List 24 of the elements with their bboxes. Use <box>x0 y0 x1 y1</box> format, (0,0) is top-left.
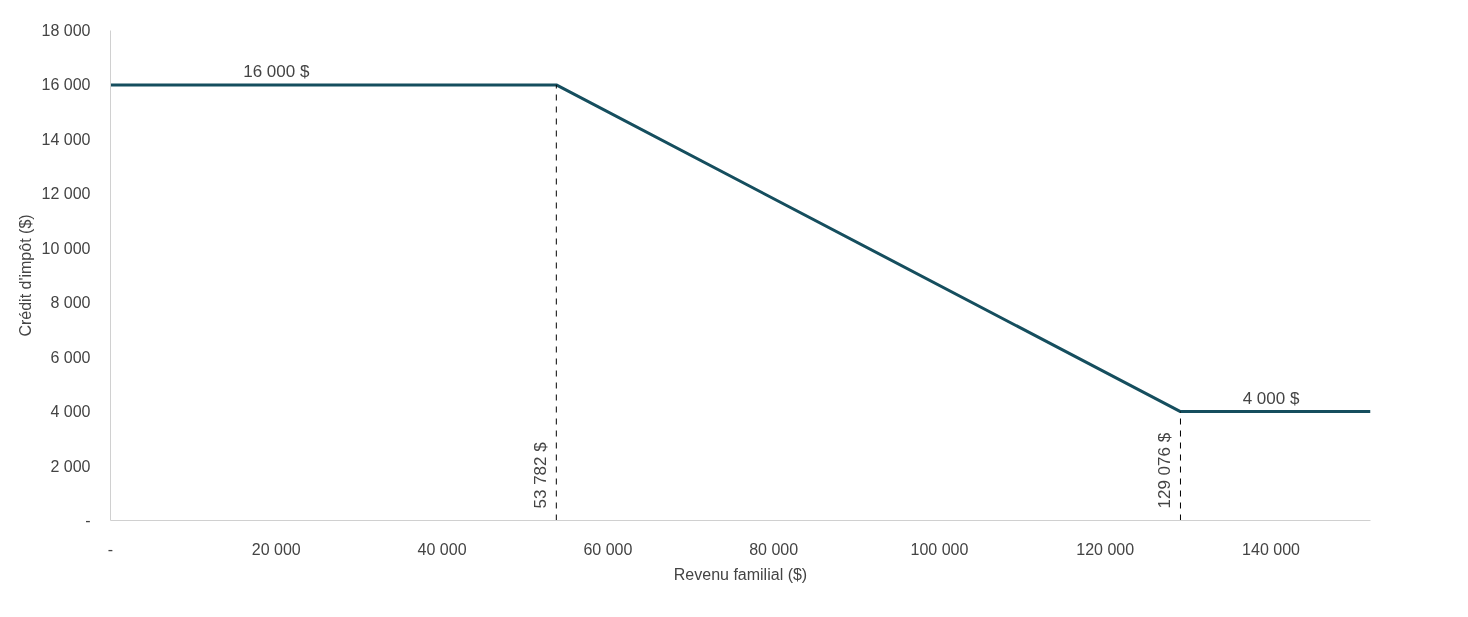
y-tick-label: 14 000 <box>41 130 91 148</box>
x-axis-title: Revenu familial ($) <box>673 565 808 583</box>
y-tick-label: 6 000 <box>50 348 91 366</box>
y-tick-label: 2 000 <box>50 457 91 475</box>
y-tick-label: 12 000 <box>41 185 91 203</box>
x-tick-label: 140 000 <box>1242 540 1301 558</box>
y-tick-label: 4 000 <box>50 403 91 421</box>
y-tick-label: 18 000 <box>41 22 91 39</box>
ref-line-label: 53 782 $ <box>531 441 551 509</box>
ref-line-label: 129 076 $ <box>1155 432 1175 509</box>
x-tick-label: 100 000 <box>910 540 969 558</box>
x-tick-label: 20 000 <box>251 540 301 558</box>
x-tick-label: 120 000 <box>1076 540 1135 558</box>
annotation: 4 000 $ <box>1242 388 1300 408</box>
x-tick-label: 40 000 <box>417 540 467 558</box>
y-tick-label: - <box>85 512 91 529</box>
y-tick-label: 8 000 <box>50 294 91 312</box>
x-tick-label: 80 000 <box>749 540 799 558</box>
x-tick-label: 60 000 <box>583 540 633 558</box>
x-tick-label: - <box>107 540 114 558</box>
y-tick-label: 10 000 <box>41 239 91 257</box>
annotation: 16 000 $ <box>243 61 310 81</box>
y-axis-title: Crédit d'impôt ($) <box>16 214 34 337</box>
y-tick-label: 16 000 <box>41 76 91 94</box>
